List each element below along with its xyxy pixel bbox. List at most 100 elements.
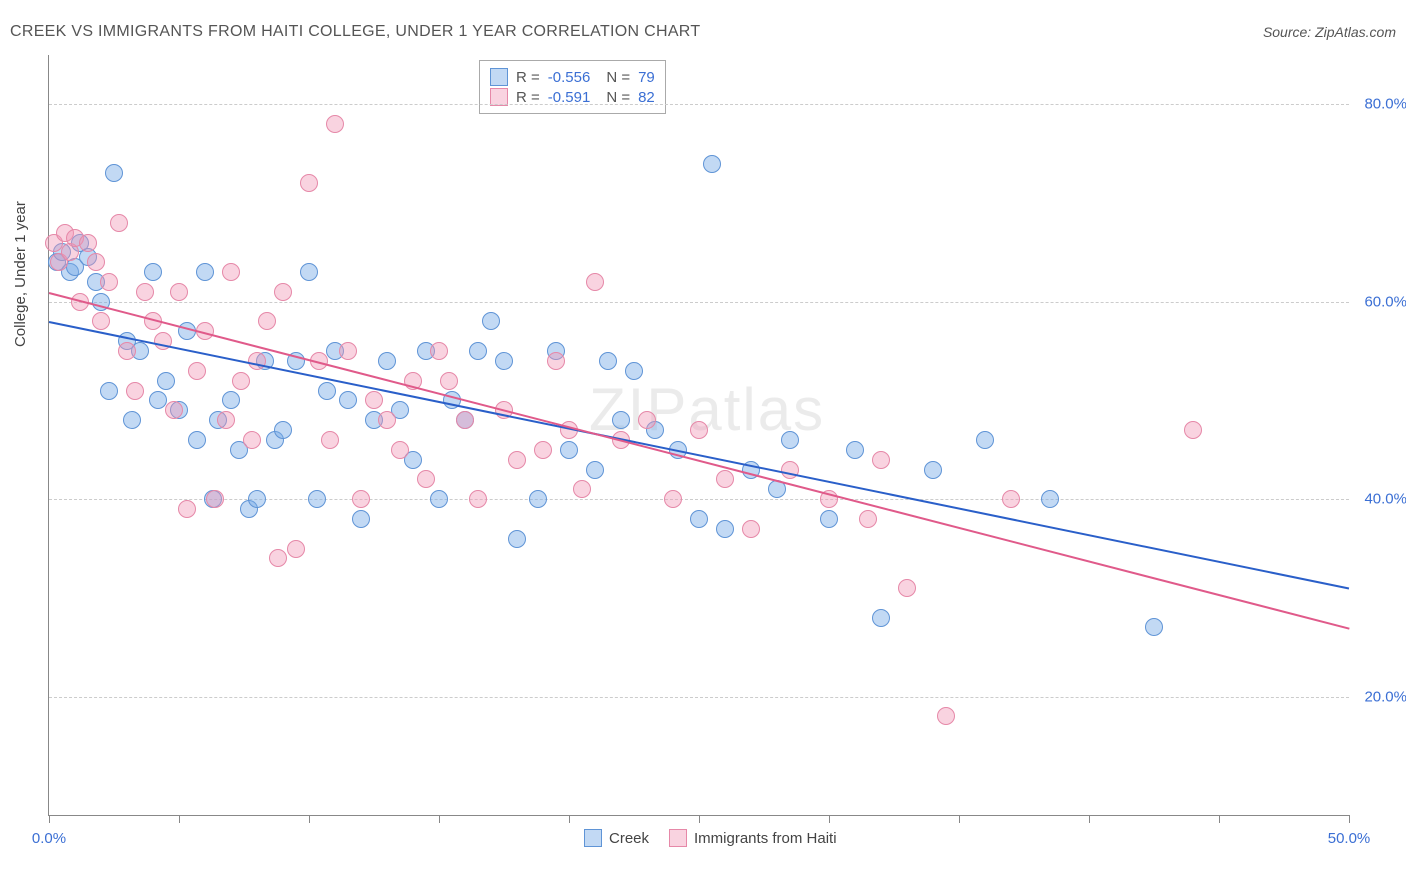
- data-point: [495, 352, 513, 370]
- data-point: [638, 411, 656, 429]
- data-point: [924, 461, 942, 479]
- y-tick-label: 60.0%: [1364, 293, 1406, 310]
- gridline: [49, 302, 1349, 303]
- legend-n-label: N =: [606, 69, 630, 86]
- data-point: [976, 431, 994, 449]
- legend-swatch: [490, 68, 508, 86]
- legend-row: R =-0.591N =82: [490, 88, 655, 106]
- legend-series-name: Immigrants from Haiti: [694, 830, 837, 847]
- x-tick: [1219, 815, 1220, 823]
- data-point: [1041, 490, 1059, 508]
- data-point: [534, 441, 552, 459]
- data-point: [100, 382, 118, 400]
- data-point: [690, 421, 708, 439]
- data-point: [339, 342, 357, 360]
- data-point: [599, 352, 617, 370]
- gridline: [49, 697, 1349, 698]
- data-point: [326, 115, 344, 133]
- data-point: [339, 391, 357, 409]
- legend-item: Creek: [584, 829, 649, 847]
- x-tick: [1349, 815, 1350, 823]
- x-tick: [569, 815, 570, 823]
- legend-n-value: 82: [638, 89, 655, 106]
- data-point: [196, 263, 214, 281]
- legend-swatch: [584, 829, 602, 847]
- data-point: [846, 441, 864, 459]
- data-point: [1002, 490, 1020, 508]
- data-point: [937, 707, 955, 725]
- data-point: [79, 234, 97, 252]
- data-point: [178, 500, 196, 518]
- legend-r-label: R =: [516, 89, 540, 106]
- data-point: [269, 549, 287, 567]
- data-point: [690, 510, 708, 528]
- data-point: [188, 431, 206, 449]
- data-point: [118, 342, 136, 360]
- data-point: [165, 401, 183, 419]
- data-point: [625, 362, 643, 380]
- data-point: [110, 214, 128, 232]
- data-point: [222, 391, 240, 409]
- data-point: [274, 283, 292, 301]
- data-point: [258, 312, 276, 330]
- data-point: [144, 263, 162, 281]
- legend-item: Immigrants from Haiti: [669, 829, 837, 847]
- y-axis-label: College, Under 1 year: [12, 201, 29, 347]
- data-point: [469, 342, 487, 360]
- legend-series-name: Creek: [609, 830, 649, 847]
- data-point: [430, 342, 448, 360]
- data-point: [248, 352, 266, 370]
- data-point: [391, 441, 409, 459]
- data-point: [100, 273, 118, 291]
- legend-swatch: [669, 829, 687, 847]
- y-tick-label: 40.0%: [1364, 491, 1406, 508]
- data-point: [321, 431, 339, 449]
- data-point: [440, 372, 458, 390]
- trend-line: [49, 292, 1349, 630]
- x-tick-label: 50.0%: [1328, 830, 1371, 847]
- data-point: [482, 312, 500, 330]
- data-point: [243, 431, 261, 449]
- data-point: [716, 520, 734, 538]
- legend-r-label: R =: [516, 69, 540, 86]
- data-point: [508, 530, 526, 548]
- data-point: [105, 164, 123, 182]
- source-label: Source: ZipAtlas.com: [1263, 24, 1396, 40]
- data-point: [417, 470, 435, 488]
- data-point: [92, 312, 110, 330]
- data-point: [872, 609, 890, 627]
- data-point: [300, 174, 318, 192]
- legend-r-value: -0.556: [548, 69, 591, 86]
- x-tick: [179, 815, 180, 823]
- data-point: [664, 490, 682, 508]
- data-point: [87, 253, 105, 271]
- data-point: [872, 451, 890, 469]
- data-point: [560, 441, 578, 459]
- data-point: [378, 411, 396, 429]
- legend-row: R = -0.556 N = 79: [490, 68, 655, 86]
- x-tick: [699, 815, 700, 823]
- chart-title: CREEK VS IMMIGRANTS FROM HAITI COLLEGE, …: [10, 23, 700, 41]
- data-point: [170, 283, 188, 301]
- x-tick: [959, 815, 960, 823]
- legend-r-value: -0.591: [548, 89, 591, 106]
- data-point: [248, 490, 266, 508]
- data-point: [820, 510, 838, 528]
- chart-header: CREEK VS IMMIGRANTS FROM HAITI COLLEGE, …: [10, 18, 1396, 46]
- legend-swatch: [490, 88, 508, 106]
- data-point: [222, 263, 240, 281]
- x-tick-label: 0.0%: [32, 830, 66, 847]
- x-tick: [309, 815, 310, 823]
- data-point: [508, 451, 526, 469]
- correlation-legend: R =-0.556N =79R =-0.591N =82: [479, 60, 666, 114]
- data-point: [287, 540, 305, 558]
- data-point: [716, 470, 734, 488]
- data-point: [352, 490, 370, 508]
- data-point: [318, 382, 336, 400]
- data-point: [456, 411, 474, 429]
- data-point: [308, 490, 326, 508]
- data-point: [123, 411, 141, 429]
- data-point: [573, 480, 591, 498]
- legend-n-value: 79: [638, 69, 655, 86]
- data-point: [1145, 618, 1163, 636]
